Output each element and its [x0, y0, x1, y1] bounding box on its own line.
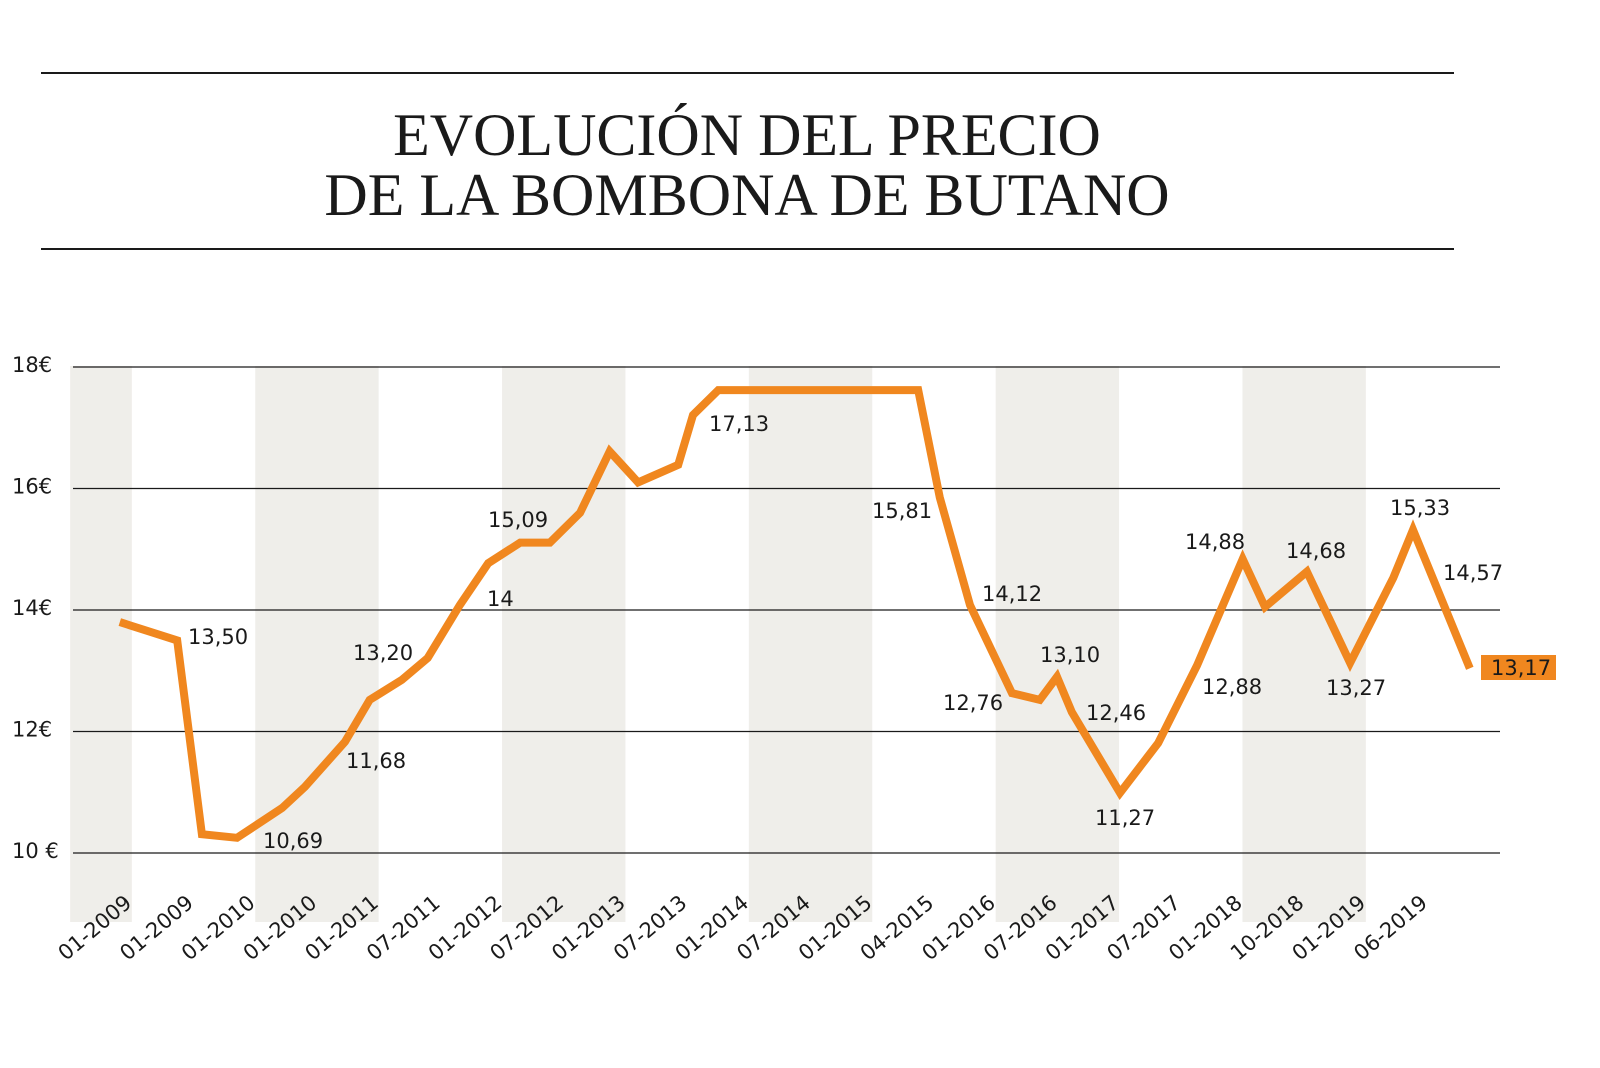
y-tick-label: 18€: [12, 353, 52, 377]
background-band: [255, 366, 379, 922]
y-tick-label: 12€: [12, 718, 52, 742]
bottom-rule: [41, 248, 1454, 250]
data-label: 14,68: [1286, 539, 1346, 563]
data-label: 13,27: [1326, 676, 1386, 700]
y-tick-label: 14€: [12, 596, 52, 620]
data-label: 12,46: [1086, 701, 1146, 725]
data-label: 14,88: [1185, 530, 1245, 554]
data-label: 13,10: [1040, 643, 1100, 667]
chart-title-line-1: EVOLUCIÓN DEL PRECIO: [393, 102, 1101, 168]
data-label: 14,12: [982, 582, 1042, 606]
data-label: 17,13: [709, 412, 769, 436]
highlight-label-box: [1481, 655, 1556, 680]
data-label: 10,69: [263, 829, 323, 853]
data-label: 12,88: [1202, 675, 1262, 699]
price-line: [118, 386, 1474, 842]
data-label: 13,17: [1491, 656, 1551, 680]
data-label: 15,81: [872, 499, 932, 523]
data-label: 13,50: [188, 625, 248, 649]
y-tick-label: 16€: [12, 475, 52, 499]
data-label: 12,76: [943, 691, 1003, 715]
y-tick-label: 10 €: [12, 839, 59, 863]
data-label: 13,20: [353, 641, 413, 665]
background-band: [995, 366, 1120, 922]
top-rule: [41, 72, 1454, 74]
data-label: 11,68: [346, 749, 406, 773]
data-label: 14: [487, 587, 514, 611]
data-label: 11,27: [1095, 806, 1155, 830]
data-label: 15,09: [488, 508, 548, 532]
background-band: [70, 366, 132, 922]
data-label: 15,33: [1390, 496, 1450, 520]
background-band: [748, 366, 873, 922]
data-label: 14,57: [1443, 561, 1503, 585]
background-band: [1242, 366, 1366, 922]
chart-title-line-2: DE LA BOMBONA DE BUTANO: [324, 162, 1170, 228]
